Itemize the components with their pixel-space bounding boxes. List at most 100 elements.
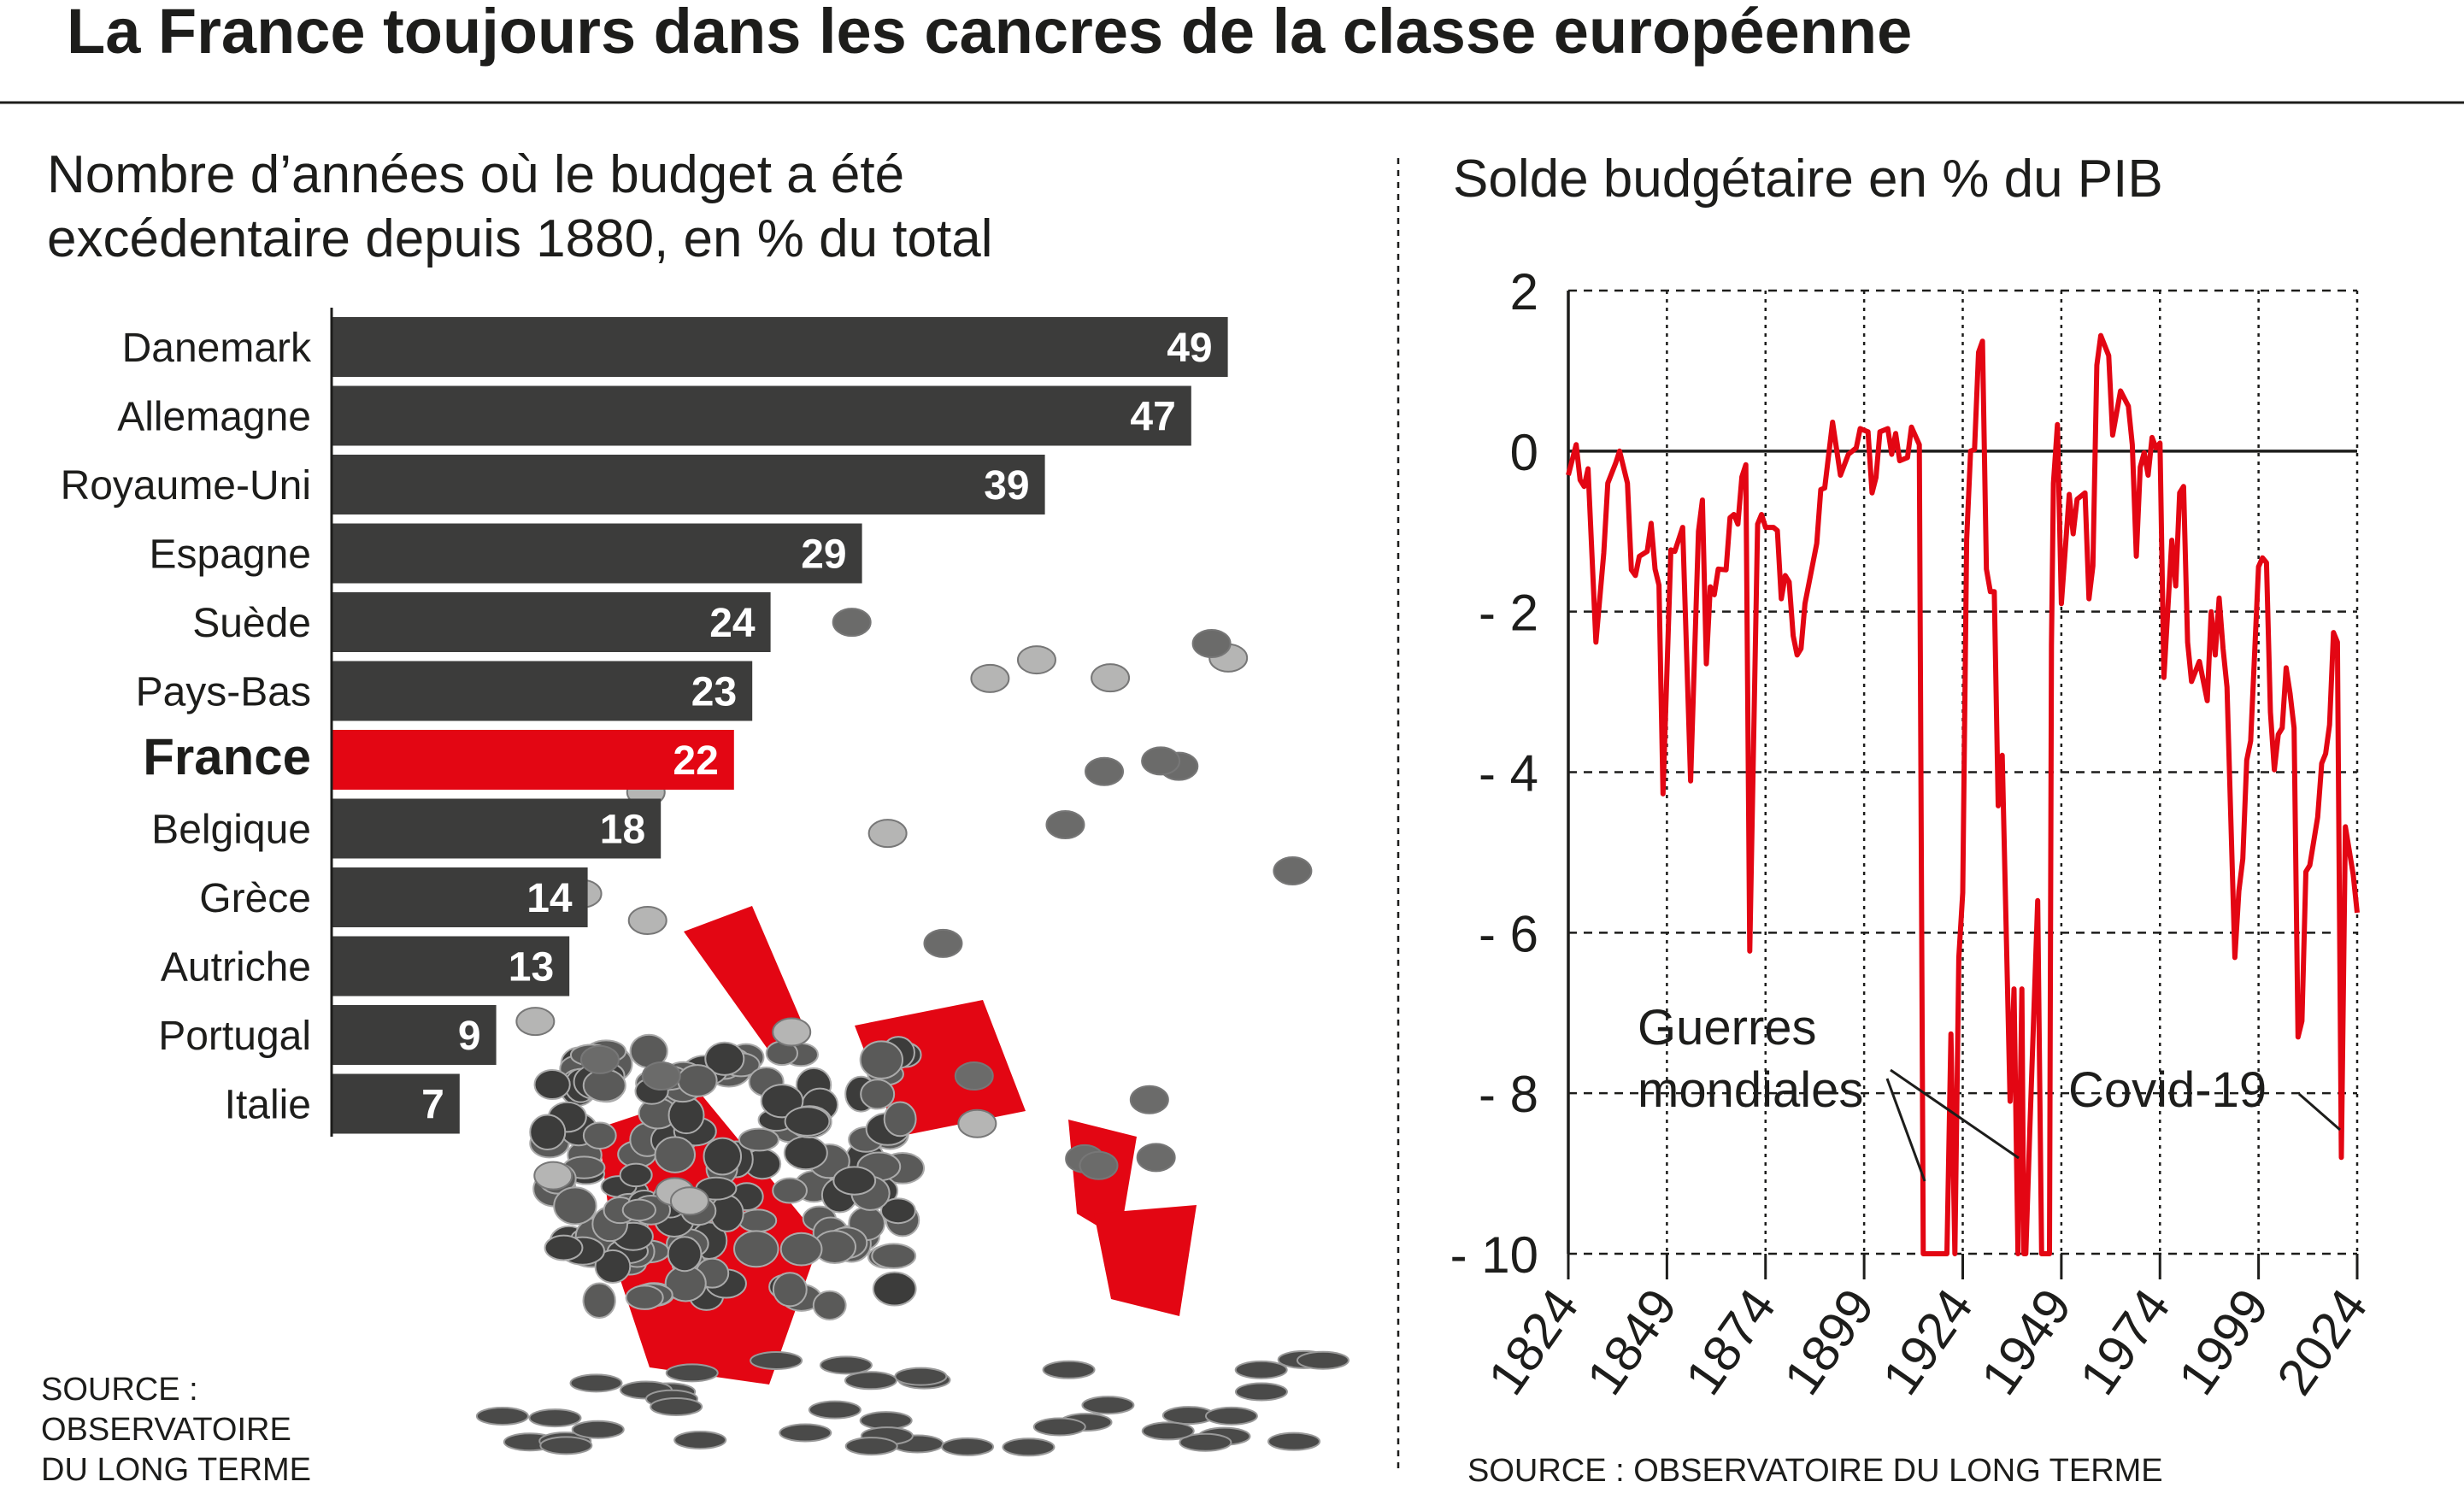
bar-chart-title-line-2: excédentaire depuis 1880, en % du total — [47, 209, 992, 268]
y-tick-label: - 2 — [1479, 585, 1538, 642]
coin — [654, 1136, 697, 1173]
falling-coin — [579, 1044, 620, 1074]
coin — [1234, 1360, 1288, 1379]
bar-label: Suède — [192, 601, 311, 646]
coin — [569, 1373, 623, 1393]
x-tick-label: 1949 — [1970, 1279, 2082, 1405]
annotation-pointer-ww2 — [1890, 1068, 2020, 1160]
bar — [332, 730, 734, 790]
line-chart-title: Solde budgétaire en % du PIB — [1453, 150, 2163, 209]
falling-coin — [1016, 645, 1056, 675]
y-tick-label: 0 — [1510, 424, 1538, 481]
falling-coin — [867, 819, 908, 849]
bar-label: Grèce — [199, 876, 311, 921]
x-tick-label: 1924 — [1872, 1279, 1984, 1405]
coin — [703, 1137, 743, 1176]
coin — [1179, 1432, 1232, 1452]
bar-label: Autriche — [161, 945, 311, 991]
falling-coin — [1273, 855, 1313, 885]
bar-value: 7 — [421, 1083, 444, 1128]
coin — [871, 1243, 917, 1269]
bar — [332, 936, 570, 997]
falling-coin — [641, 1061, 681, 1091]
bar-value: 24 — [709, 601, 756, 646]
bar — [332, 317, 1228, 377]
coin — [879, 1197, 916, 1225]
coin — [553, 1186, 597, 1226]
falling-coin — [533, 1161, 573, 1191]
bar-row: Portugal 9 — [158, 1005, 497, 1065]
bar — [332, 867, 588, 927]
coin — [784, 1106, 831, 1137]
y-tick-label: - 10 — [1450, 1226, 1538, 1284]
coin — [750, 1351, 803, 1371]
coin — [772, 1272, 808, 1308]
bar-label: Allemagne — [117, 395, 311, 440]
coin — [872, 1271, 917, 1307]
bar-row: Allemagne 47 — [117, 385, 1191, 446]
coin — [667, 1096, 705, 1135]
x-tick-label: 1849 — [1576, 1279, 1688, 1405]
coin — [539, 1436, 593, 1455]
coin — [650, 1397, 703, 1417]
bar-label: Danemark — [122, 326, 312, 371]
falling-coin — [1085, 756, 1125, 786]
coin — [832, 1166, 877, 1196]
bar-row: France 22 — [143, 728, 734, 790]
bar-value: 39 — [984, 463, 1029, 509]
bar — [332, 661, 753, 721]
falling-coin — [832, 608, 872, 638]
falling-coin — [954, 1061, 994, 1091]
bar-value: 49 — [1167, 326, 1212, 371]
bar-chart: Nombre d’années où le budget a été excéd… — [41, 145, 1350, 1488]
bar — [332, 385, 1191, 446]
coin — [529, 1114, 567, 1151]
left-source-line-1: SOURCE : — [41, 1372, 198, 1408]
coin — [544, 1234, 584, 1261]
coin — [571, 1420, 625, 1439]
coin — [760, 1084, 804, 1119]
piggy-shard — [1094, 1205, 1197, 1316]
coin — [844, 1371, 897, 1390]
coin — [1081, 1396, 1135, 1415]
falling-coin — [1045, 810, 1085, 840]
bar-label: France — [143, 728, 311, 785]
coin — [738, 1208, 778, 1233]
bar-row: Espagne 29 — [150, 523, 862, 584]
y-tick-label: - 6 — [1479, 905, 1538, 962]
coin — [619, 1162, 653, 1188]
coin — [894, 1367, 948, 1386]
bar-label: Portugal — [158, 1014, 311, 1059]
falling-coin — [1141, 746, 1181, 776]
bar-row: Autriche 13 — [161, 936, 570, 997]
bar — [332, 1073, 460, 1134]
bar-row: Royaume-Uni 39 — [61, 455, 1045, 514]
coin — [594, 1249, 632, 1284]
y-tick-label: 2 — [1510, 263, 1538, 320]
bar-value: 14 — [526, 876, 573, 921]
bar-row: Danemark 49 — [122, 317, 1228, 377]
falling-coin — [970, 663, 1010, 693]
bar-value: 29 — [801, 532, 846, 578]
falling-coin — [1079, 1150, 1119, 1180]
coin — [582, 1282, 616, 1319]
bar-row: Belgique 18 — [151, 798, 662, 859]
falling-coin — [1129, 1085, 1169, 1114]
coin — [475, 1406, 529, 1426]
main-title: La France toujours dans les cancres de l… — [67, 0, 1912, 67]
coin — [625, 1285, 664, 1310]
coin — [859, 1411, 913, 1431]
coin — [533, 1068, 571, 1101]
coin — [704, 1041, 745, 1076]
x-tick-label: 2024 — [2266, 1279, 2378, 1405]
annotation-covid: Covid-19 — [2068, 1062, 2267, 1118]
bar — [332, 1005, 497, 1065]
coin — [783, 1135, 828, 1171]
coin — [673, 1431, 727, 1450]
bar — [332, 592, 771, 652]
coin — [1141, 1421, 1195, 1441]
bar-chart-title-line-1: Nombre d’années où le budget a été — [47, 145, 904, 204]
coin — [819, 1355, 873, 1375]
coin — [941, 1437, 995, 1456]
